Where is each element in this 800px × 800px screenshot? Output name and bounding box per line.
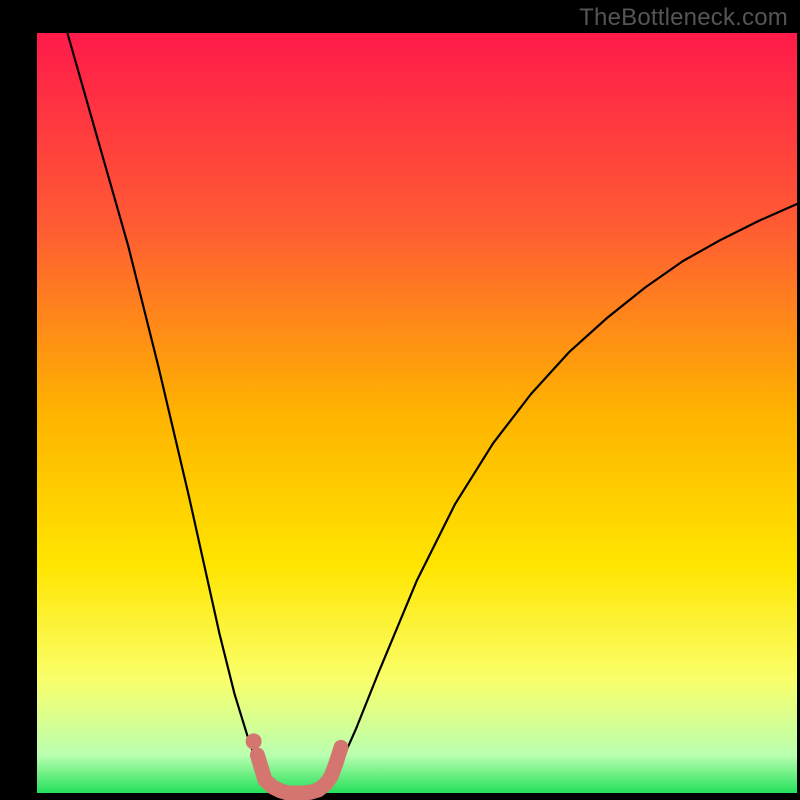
- chart-canvas: TheBottleneck.com: [0, 0, 800, 800]
- watermark-text: TheBottleneck.com: [579, 4, 788, 32]
- plot-area: [37, 33, 797, 793]
